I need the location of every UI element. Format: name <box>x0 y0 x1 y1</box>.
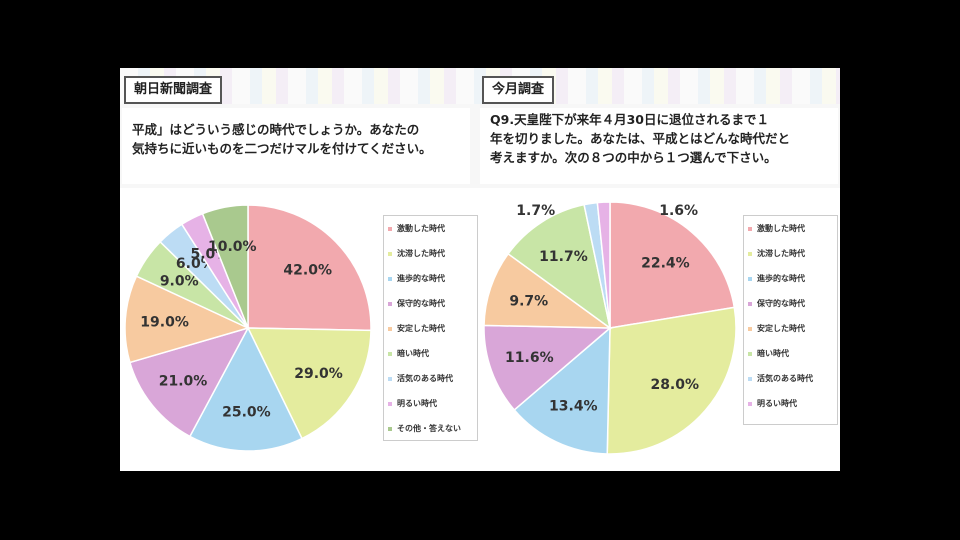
legend-label: 沈滞した時代 <box>397 249 445 258</box>
left-source-tag: 朝日新聞調査 <box>124 76 223 104</box>
legend-swatch <box>388 226 392 231</box>
legend-swatch <box>748 376 752 381</box>
right-chart-area: 22.4% 28.0% 13.4% 11.6% 9.7% 11.7% 1.7% 1.6% 激動… <box>480 188 840 471</box>
legend-item: 暗い時代 <box>748 347 833 372</box>
legend-swatch <box>388 301 392 306</box>
legend-label: 進歩的な時代 <box>397 274 445 283</box>
right-pie-chart: 22.4% 28.0% 13.4% 11.6% 9.7% 11.7% 1.7% 1.6% <box>483 201 737 455</box>
right-question-line: 考えますか。次の８つの中から１つ選んで下さい。 <box>490 150 777 165</box>
legend-swatch <box>748 401 752 406</box>
legend-label: 明るい時代 <box>757 399 797 408</box>
legend-item: 激動した時代 <box>748 222 833 247</box>
legend-swatch <box>748 276 752 281</box>
right-question-line: Q9.天皇陛下が来年４月30日に退位されるまで１ <box>490 112 769 127</box>
data-label: 1.6% <box>659 203 698 219</box>
legend-item: 安定した時代 <box>748 322 833 347</box>
legend-item: その他・答えない <box>388 422 473 447</box>
legend-item: 保守的な時代 <box>388 297 473 322</box>
pie-slice <box>201 204 249 329</box>
legend-swatch <box>388 401 392 406</box>
legend-swatch <box>388 251 392 256</box>
pie-slice <box>247 204 372 332</box>
header-stripe <box>120 68 840 104</box>
left-legend: 激動した時代 沈滞した時代 進歩的な時代 保守的な時代 安定した時代 暗い時代活気のある時… <box>383 215 478 441</box>
left-pie-chart: 42.0%29.0%25.0%21.0%19.0%9.0%6.0%5.0%10.… <box>124 204 372 452</box>
legend-item: 進歩的な時代 <box>748 272 833 297</box>
legend-label: その他・答えない <box>397 424 461 433</box>
pie-slice <box>483 324 612 411</box>
data-label: 28.0% <box>650 377 699 393</box>
legend-item: 活気のある時代 <box>388 372 473 397</box>
legend-swatch <box>388 326 392 331</box>
data-label: 10.0% <box>208 239 257 255</box>
legend-swatch <box>388 376 392 381</box>
legend-swatch <box>748 251 752 256</box>
legend-label: 活気のある時代 <box>757 374 813 383</box>
data-label: 22.4% <box>641 256 690 272</box>
pie-slice <box>596 201 611 329</box>
legend-label: 暗い時代 <box>397 349 429 358</box>
data-label: 9.0% <box>160 273 199 289</box>
right-question: Q9.天皇陛下が来年４月30日に退位されるまで１ 年を切りました。あなたは、平成… <box>480 108 838 184</box>
legend-swatch <box>748 326 752 331</box>
legend-swatch <box>388 351 392 356</box>
legend-item: 明るい時代 <box>748 397 833 422</box>
pie-slice <box>128 326 250 438</box>
left-chart-area: 42.0% 29.0% 25.0% 21.0% 19.0% 9.0% 6.0% 5.0% 10.… <box>120 188 480 471</box>
right-source-tag: 今月調査 <box>482 76 555 104</box>
data-label: 29.0% <box>294 366 343 382</box>
pie-slice <box>188 326 303 452</box>
legend-item: 激動した時代 <box>388 222 473 247</box>
pie-slice <box>124 275 251 364</box>
slide-panel: 朝日新聞調査 今月調査 平成」はどういう感じの時代でしょうか。あなたの 気持ちに… <box>120 68 840 471</box>
data-label: 42.0% <box>283 262 332 278</box>
legend-label: 進歩的な時代 <box>757 274 805 283</box>
left-question-line: 気持ちに近いものを二つだけマルを付けてください。 <box>132 141 432 156</box>
legend-item: 暗い時代 <box>388 347 473 372</box>
right-question-line: 年を切りました。あなたは、平成とはどんな時代だと <box>490 131 791 146</box>
legend-label: 暗い時代 <box>757 349 789 358</box>
data-label: 19.0% <box>140 315 189 331</box>
data-label: 11.6% <box>505 350 554 366</box>
left-question: 平成」はどういう感じの時代でしょうか。あなたの 気持ちに近いものを二つだけマルを… <box>122 108 470 184</box>
right-legend: 激動した時代 沈滞した時代 進歩的な時代 保守的な時代 安定した時代 暗い時代活気のある時… <box>743 215 838 425</box>
data-label: 25.0% <box>222 405 271 421</box>
legend-item: 進歩的な時代 <box>388 272 473 297</box>
legend-label: 明るい時代 <box>397 399 437 408</box>
legend-label: 安定した時代 <box>397 324 445 333</box>
data-label: 21.0% <box>159 374 208 390</box>
data-label: 1.7% <box>516 203 555 219</box>
pie-slice <box>606 306 737 455</box>
data-label: 9.7% <box>509 294 548 310</box>
legend-swatch <box>748 351 752 356</box>
data-label: 11.7% <box>539 249 588 265</box>
legend-label: 激動した時代 <box>757 224 805 233</box>
legend-label: 安定した時代 <box>757 324 805 333</box>
legend-label: 活気のある時代 <box>397 374 453 383</box>
legend-label: 激動した時代 <box>397 224 445 233</box>
legend-swatch <box>388 426 392 431</box>
legend-item: 保守的な時代 <box>748 297 833 322</box>
pie-slice <box>513 326 611 455</box>
data-label: 13.4% <box>549 398 598 414</box>
legend-swatch <box>748 226 752 231</box>
legend-item: 明るい時代 <box>388 397 473 422</box>
legend-swatch <box>748 301 752 306</box>
pie-slice <box>483 252 613 329</box>
legend-item: 活気のある時代 <box>748 372 833 397</box>
left-question-line: 平成」はどういう感じの時代でしょうか。あなたの <box>132 122 420 137</box>
legend-label: 保守的な時代 <box>757 299 805 308</box>
pie-slice <box>507 203 612 330</box>
legend-item: 安定した時代 <box>388 322 473 347</box>
legend-label: 保守的な時代 <box>397 299 445 308</box>
legend-label: 沈滞した時代 <box>757 249 805 258</box>
legend-item: 沈滞した時代 <box>748 247 833 272</box>
legend-item: 沈滞した時代 <box>388 247 473 272</box>
pie-slice <box>609 201 736 329</box>
pie-slice <box>246 327 372 440</box>
legend-swatch <box>388 276 392 281</box>
